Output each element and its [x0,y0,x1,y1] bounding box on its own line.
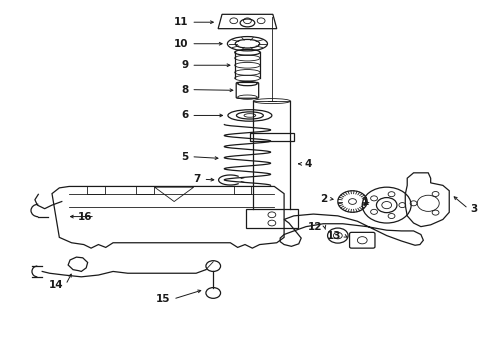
Text: 1: 1 [362,197,369,207]
Text: 4: 4 [305,159,312,169]
Text: 5: 5 [182,152,189,162]
Text: 3: 3 [471,204,478,214]
Text: 10: 10 [174,39,189,49]
Text: 2: 2 [320,194,327,204]
Text: 7: 7 [194,174,201,184]
Text: 11: 11 [174,17,189,27]
Text: 6: 6 [182,111,189,121]
Text: 8: 8 [182,85,189,95]
Text: 16: 16 [78,212,93,221]
Text: 12: 12 [308,222,322,231]
Text: 14: 14 [49,280,63,290]
Text: 13: 13 [327,231,342,240]
Text: 15: 15 [156,294,171,304]
Text: 9: 9 [182,60,189,70]
